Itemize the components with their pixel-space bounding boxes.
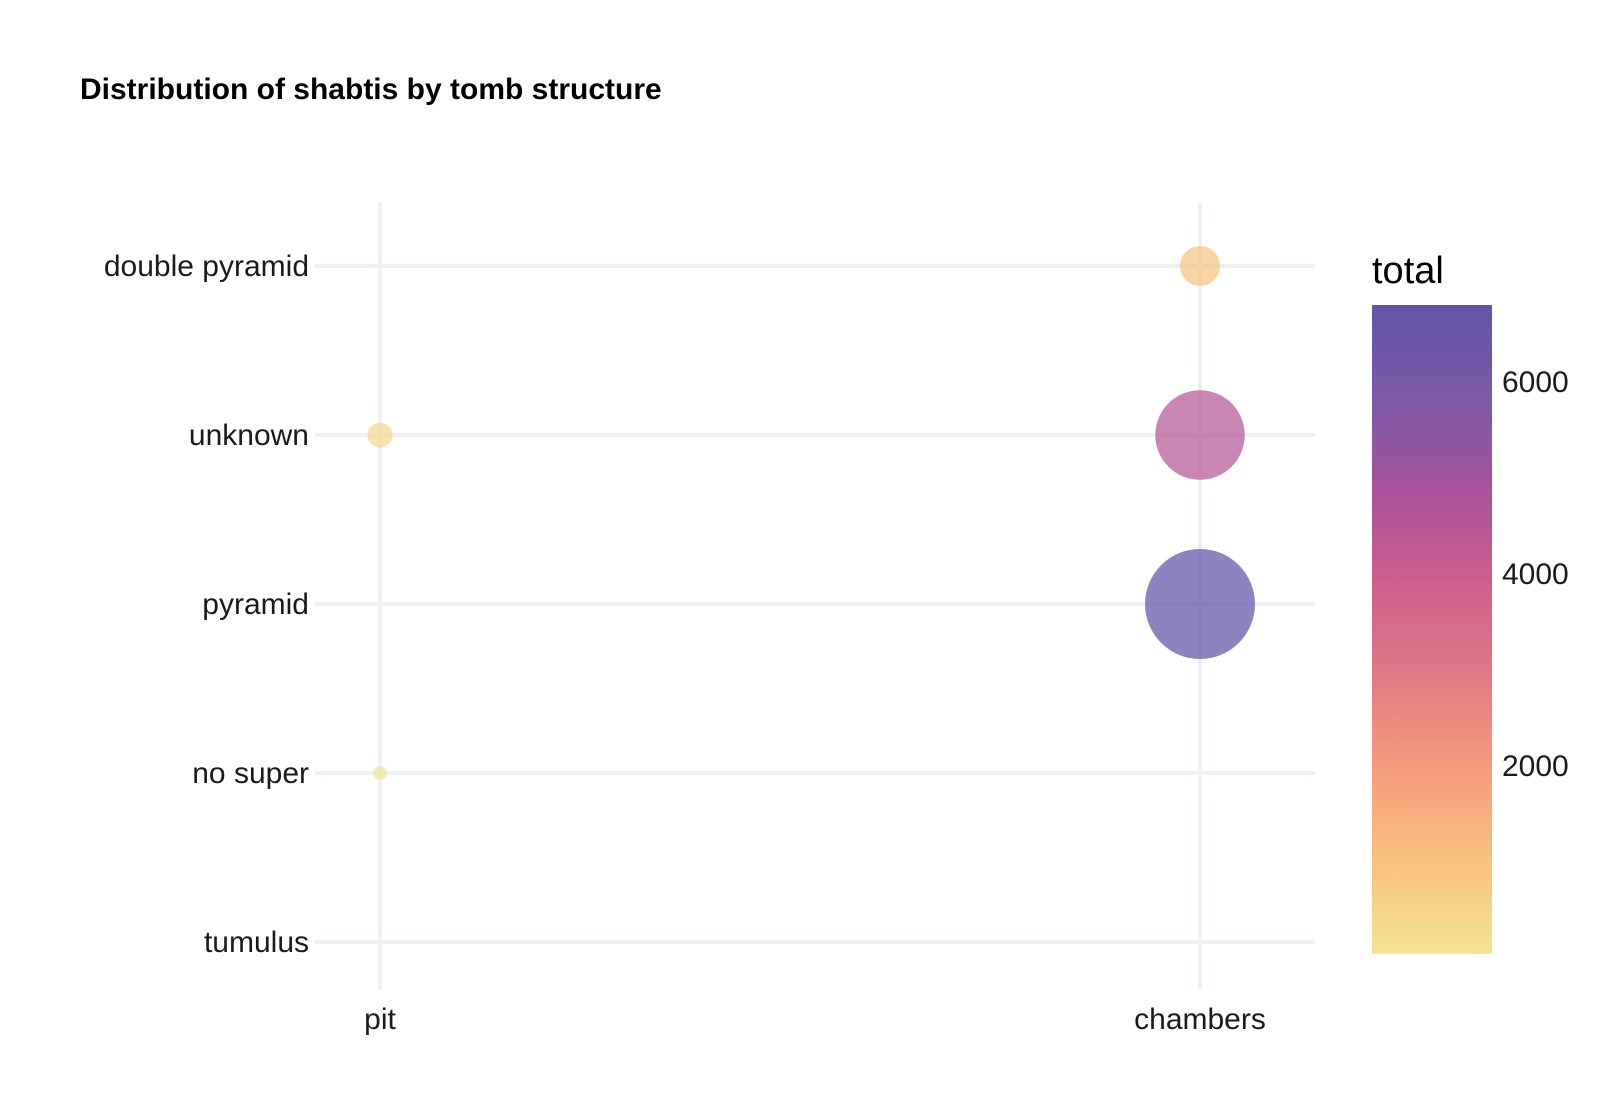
bubbles bbox=[367, 245, 1255, 780]
chart-title: Distribution of shabtis by tomb structur… bbox=[80, 73, 662, 106]
bubble-chambers-unknown bbox=[1155, 390, 1245, 480]
bubble-pit-unknown bbox=[367, 422, 393, 448]
bubble-pit-no-super bbox=[373, 766, 387, 780]
legend-ticks: 2000 4000 6000 bbox=[1502, 366, 1569, 783]
y-tick-label: double pyramid bbox=[104, 250, 309, 283]
y-tick-label: no super bbox=[192, 757, 309, 790]
y-tick-label: tumulus bbox=[204, 926, 309, 959]
x-tick-label: pit bbox=[364, 1003, 396, 1036]
legend-title: total bbox=[1372, 250, 1444, 292]
legend-colorbar bbox=[1372, 305, 1492, 954]
axis-labels: tumulus no super pyramid unknown double pyra… bbox=[104, 250, 1266, 1036]
legend-tick-label: 4000 bbox=[1502, 558, 1569, 591]
grid-lines bbox=[315, 202, 1315, 990]
y-tick-label: pyramid bbox=[202, 588, 309, 621]
color-legend: total 2000 4000 6000 bbox=[1372, 250, 1569, 954]
y-tick-label: unknown bbox=[189, 419, 309, 452]
legend-tick-label: 2000 bbox=[1502, 750, 1569, 783]
legend-tick-label: 6000 bbox=[1502, 366, 1569, 399]
x-tick-label: chambers bbox=[1134, 1003, 1266, 1036]
bubble-chambers-double-pyramid bbox=[1179, 245, 1221, 287]
bubble-chambers-pyramid bbox=[1145, 549, 1255, 659]
